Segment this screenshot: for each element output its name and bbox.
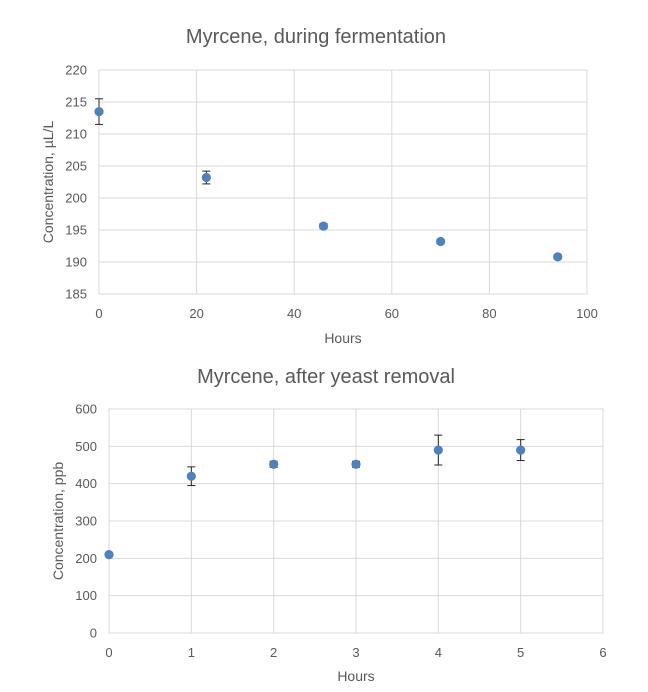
- y-tick-label: 600: [75, 402, 97, 417]
- data-points: [94, 107, 563, 262]
- x-tick-label: 20: [189, 306, 203, 321]
- y-tick-label: 205: [65, 159, 87, 174]
- x-tick-labels: 0 20 40 60 80 100: [95, 306, 597, 321]
- error-bars: [95, 98, 562, 260]
- y-tick-label: 0: [90, 626, 97, 641]
- plot-area: [108, 408, 604, 634]
- data-point: [269, 459, 279, 469]
- y-tick-label: 200: [65, 191, 87, 206]
- data-point: [553, 252, 563, 262]
- y-tick-label: 500: [75, 439, 97, 454]
- data-point: [516, 445, 526, 455]
- chart-after-yeast-removal: Myrcene, after yeast removal 0 100 200 300 4…: [50, 366, 607, 684]
- y-tick-labels: 0 100 200 300 400 500 600: [75, 402, 97, 641]
- x-axis-label: Hours: [324, 330, 361, 346]
- x-tick-label: 5: [517, 645, 524, 660]
- x-axis-label: Hours: [337, 668, 374, 684]
- x-tick-label: 0: [105, 645, 112, 660]
- x-tick-label: 6: [599, 645, 606, 660]
- data-point: [318, 221, 329, 231]
- y-tick-label: 210: [65, 127, 87, 142]
- x-tick-label: 40: [287, 306, 301, 321]
- chart-title: Myrcene, during fermentation: [186, 26, 446, 48]
- y-tick-label: 400: [75, 476, 97, 491]
- data-point: [433, 445, 443, 455]
- chart-fermentation: Myrcene, during fermentation 185 190 195 20…: [40, 26, 598, 346]
- x-tick-label: 3: [352, 645, 359, 660]
- y-tick-label: 300: [75, 514, 97, 529]
- data-point: [186, 471, 196, 481]
- y-tick-label: 195: [65, 223, 87, 238]
- chart-title: Myrcene, after yeast removal: [197, 366, 455, 388]
- data-points: [104, 445, 526, 560]
- y-axis-label: Concentration, ppb: [50, 462, 66, 581]
- y-tick-label: 190: [65, 255, 87, 270]
- y-tick-label: 215: [65, 95, 87, 110]
- data-point: [104, 550, 114, 560]
- gridlines: [98, 69, 588, 295]
- gridlines: [108, 408, 604, 634]
- data-point: [436, 236, 446, 247]
- y-axis-label: Concentration, µL/L: [40, 121, 56, 244]
- y-tick-label: 100: [75, 588, 97, 603]
- x-tick-label: 1: [188, 645, 195, 660]
- x-tick-label: 60: [385, 306, 399, 321]
- y-tick-label: 200: [75, 551, 97, 566]
- x-tick-labels: 0 1 2 3 4 5 6: [105, 645, 606, 660]
- y-tick-labels: 185 190 195 200 205 210 215 220: [65, 63, 87, 302]
- x-tick-label: 2: [270, 645, 277, 660]
- data-point: [94, 107, 104, 117]
- y-tick-label: 185: [65, 287, 87, 302]
- y-tick-label: 220: [65, 63, 87, 78]
- data-point: [351, 459, 361, 469]
- data-point: [201, 172, 211, 183]
- x-tick-label: 100: [576, 306, 598, 321]
- x-tick-label: 4: [435, 645, 442, 660]
- plot-area: [98, 69, 588, 295]
- x-tick-label: 0: [95, 306, 102, 321]
- error-bars: [105, 434, 525, 557]
- x-tick-label: 80: [482, 306, 496, 321]
